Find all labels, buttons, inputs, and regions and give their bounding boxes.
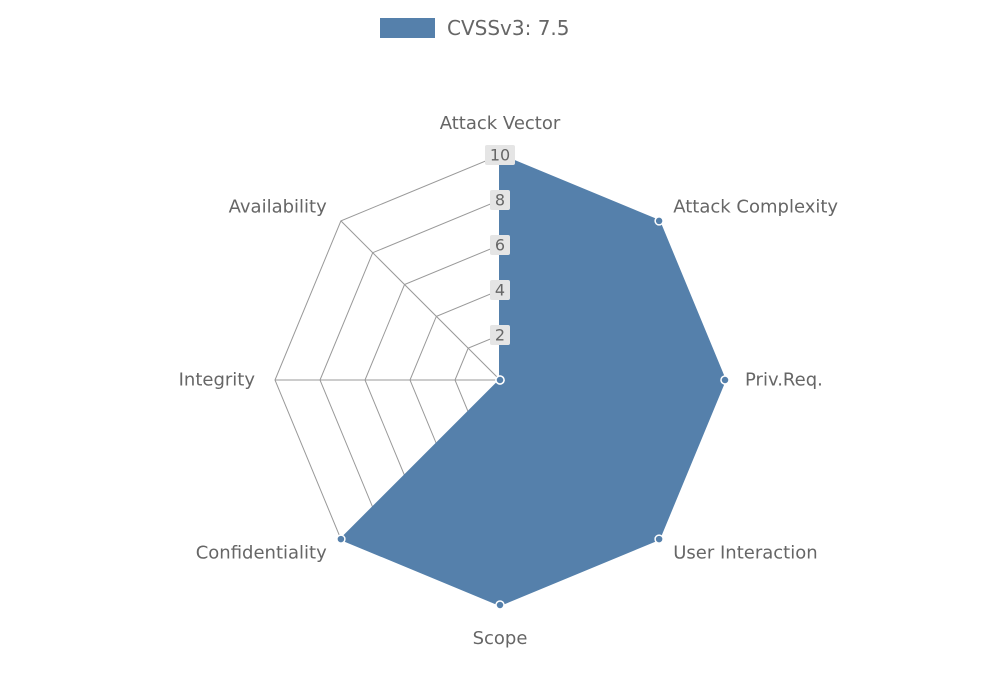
radar-chart: 2 4 6 8 10 Attack Vector Attack Complexity Priv… [0,0,1000,700]
chart-legend: CVSSv3: 7.5 [380,16,570,40]
radar-axis-label: Scope [473,628,528,649]
radar-tick-label: 8 [495,191,505,210]
radar-axis-label: Confidentiality [196,543,327,564]
radar-tick-label: 2 [495,326,505,345]
radar-axis-label: Attack Complexity [673,196,838,217]
radar-axis-label: Availability [229,196,327,217]
radar-axis-label: Attack Vector [440,113,561,134]
radar-tick-label: 4 [495,281,505,300]
legend-label: CVSSv3: 7.5 [447,16,570,40]
radar-axis-label: Integrity [179,370,256,391]
radar-axis-label: Priv.Req. [745,370,823,391]
radar-tick-label: 6 [495,236,505,255]
radar-tick-label: 10 [490,146,510,165]
radar-axis-label: User Interaction [673,543,817,564]
